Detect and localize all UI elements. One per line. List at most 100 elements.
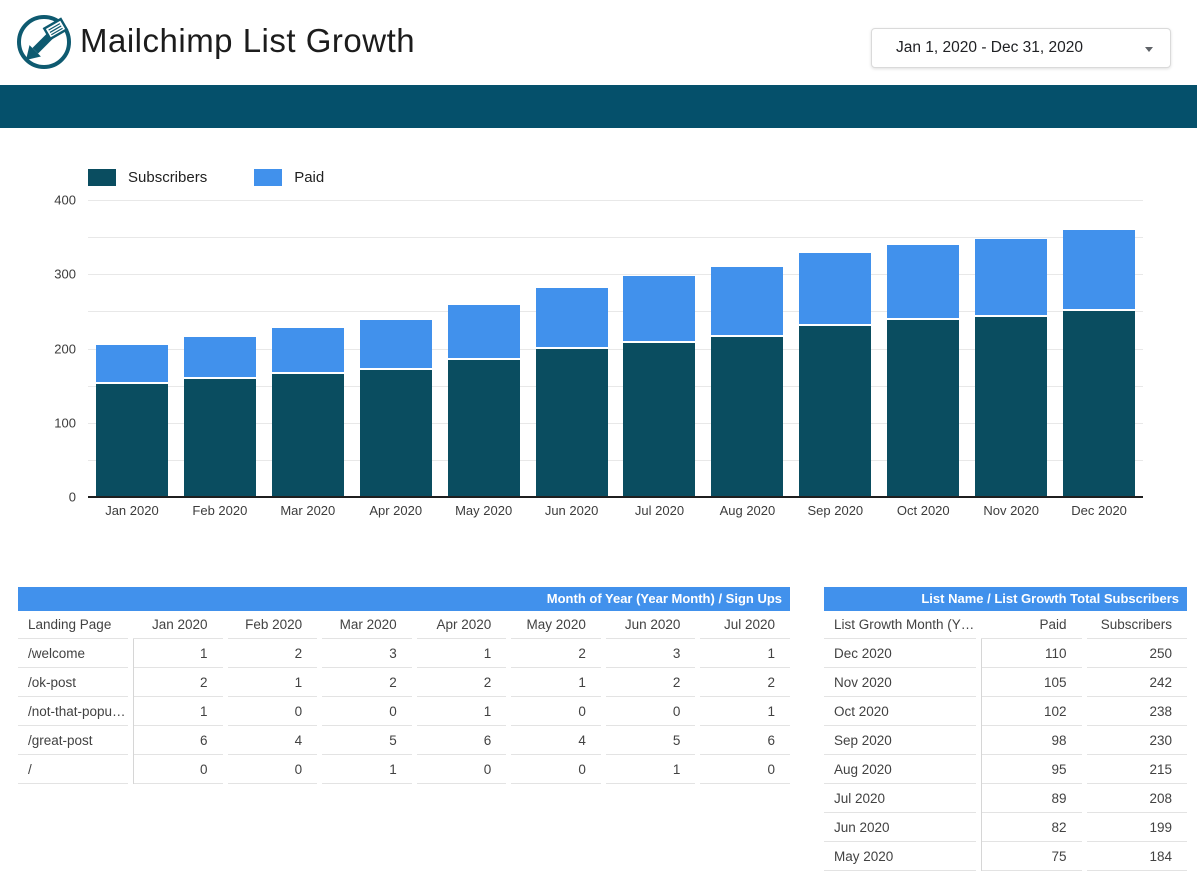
paid-segment[interactable]: [96, 345, 168, 384]
subscribers-segment[interactable]: [360, 370, 432, 497]
table-row: Nov 2020105242: [824, 668, 1187, 697]
paid-segment[interactable]: [272, 328, 344, 373]
dashboard: Mailchimp List Growth Jan 1, 2020 - Dec …: [0, 0, 1197, 896]
column-header[interactable]: May 2020: [511, 611, 601, 639]
paid-segment[interactable]: [1063, 230, 1135, 312]
subscribers-segment[interactable]: [536, 349, 608, 497]
value-cell: 3: [606, 639, 696, 668]
x-axis-label: Oct 2020: [879, 503, 967, 518]
row-label-cell: Nov 2020: [824, 668, 976, 697]
value-cell: 1: [322, 755, 412, 784]
value-cell: 1: [700, 639, 790, 668]
bar-jan-2020[interactable]: [96, 345, 168, 497]
paid-segment[interactable]: [799, 253, 871, 326]
bar-feb-2020[interactable]: [184, 337, 256, 497]
column-header[interactable]: Mar 2020: [322, 611, 412, 639]
bar-group: [528, 200, 616, 497]
value-cell: 1: [417, 639, 507, 668]
table-row: Jun 202082199: [824, 813, 1187, 842]
paid-segment[interactable]: [975, 239, 1047, 317]
x-axis-label: Jul 2020: [616, 503, 704, 518]
value-cell: 2: [322, 668, 412, 697]
paid-segment[interactable]: [887, 245, 959, 321]
subscribers-segment[interactable]: [1063, 311, 1135, 497]
paid-segment[interactable]: [536, 288, 608, 349]
value-cell: 1: [228, 668, 318, 697]
value-cell: 6: [133, 726, 223, 755]
subscribers-segment[interactable]: [623, 343, 695, 497]
subscribers-segment[interactable]: [184, 379, 256, 497]
bar-group: [967, 200, 1055, 497]
bar-group: [879, 200, 967, 497]
subscribers-segment[interactable]: [799, 326, 871, 497]
y-axis-tick-label: 0: [69, 490, 76, 505]
legend-label: Paid: [294, 169, 324, 186]
value-cell: 2: [700, 668, 790, 697]
paid-segment[interactable]: [711, 267, 783, 338]
arrow-ticket-logo-icon: [15, 13, 73, 71]
column-header[interactable]: Landing Page: [18, 611, 128, 639]
paid-segment[interactable]: [360, 320, 432, 370]
subscribers-segment[interactable]: [448, 360, 520, 497]
x-axis-label: Apr 2020: [352, 503, 440, 518]
table-row: Dec 2020110250: [824, 639, 1187, 668]
paid-segment[interactable]: [623, 276, 695, 342]
subscribers-segment[interactable]: [272, 374, 344, 497]
bar-nov-2020[interactable]: [975, 239, 1047, 497]
bar-aug-2020[interactable]: [711, 267, 783, 497]
value-cell: 199: [1087, 813, 1188, 842]
column-header[interactable]: Feb 2020: [228, 611, 318, 639]
row-label-cell: Aug 2020: [824, 755, 976, 784]
bar-mar-2020[interactable]: [272, 328, 344, 497]
value-cell: 2: [228, 639, 318, 668]
column-header[interactable]: Jul 2020: [700, 611, 790, 639]
value-cell: 0: [417, 755, 507, 784]
y-axis-tick-label: 200: [54, 341, 76, 356]
value-cell: 2: [511, 639, 601, 668]
value-cell: 1: [511, 668, 601, 697]
bar-jul-2020[interactable]: [623, 276, 695, 497]
bar-dec-2020[interactable]: [1063, 230, 1135, 497]
row-label-cell: /welcome: [18, 639, 128, 668]
table-title: List Name / List Growth Total Subscriber…: [824, 587, 1187, 611]
value-cell: 5: [606, 726, 696, 755]
x-axis-label: Aug 2020: [703, 503, 791, 518]
value-cell: 110: [981, 639, 1082, 668]
x-axis-label: Feb 2020: [176, 503, 264, 518]
value-cell: 6: [700, 726, 790, 755]
row-label-cell: Sep 2020: [824, 726, 976, 755]
bar-sep-2020[interactable]: [799, 253, 871, 497]
paid-segment[interactable]: [448, 305, 520, 361]
bar-oct-2020[interactable]: [887, 245, 959, 497]
legend-label: Subscribers: [128, 169, 207, 186]
column-header[interactable]: Paid: [981, 611, 1082, 639]
value-cell: 1: [417, 697, 507, 726]
column-header[interactable]: Jan 2020: [133, 611, 223, 639]
subscribers-segment[interactable]: [887, 320, 959, 497]
value-cell: 238: [1087, 697, 1188, 726]
y-axis: 0100200300400: [30, 200, 76, 497]
table-title: Month of Year (Year Month) / Sign Ups: [18, 587, 790, 611]
bar-may-2020[interactable]: [448, 305, 520, 497]
x-axis-line: [88, 496, 1143, 498]
stacked-bar-chart: [88, 200, 1143, 497]
bar-apr-2020[interactable]: [360, 320, 432, 497]
value-cell: 82: [981, 813, 1082, 842]
column-header[interactable]: Jun 2020: [606, 611, 696, 639]
paid-segment[interactable]: [184, 337, 256, 379]
column-header[interactable]: Apr 2020: [417, 611, 507, 639]
column-header[interactable]: List Growth Month (Y…: [824, 611, 976, 639]
subscribers-segment[interactable]: [711, 337, 783, 497]
value-cell: 95: [981, 755, 1082, 784]
value-cell: 0: [700, 755, 790, 784]
date-range-picker[interactable]: Jan 1, 2020 - Dec 31, 2020: [871, 28, 1171, 68]
subscribers-segment[interactable]: [975, 317, 1047, 497]
bar-jun-2020[interactable]: [536, 288, 608, 497]
column-header[interactable]: Subscribers: [1087, 611, 1188, 639]
value-cell: 1: [606, 755, 696, 784]
row-label-cell: Jul 2020: [824, 784, 976, 813]
caret-down-icon: [1145, 47, 1153, 52]
value-cell: 0: [228, 755, 318, 784]
subscribers-segment[interactable]: [96, 384, 168, 497]
value-cell: 0: [511, 755, 601, 784]
